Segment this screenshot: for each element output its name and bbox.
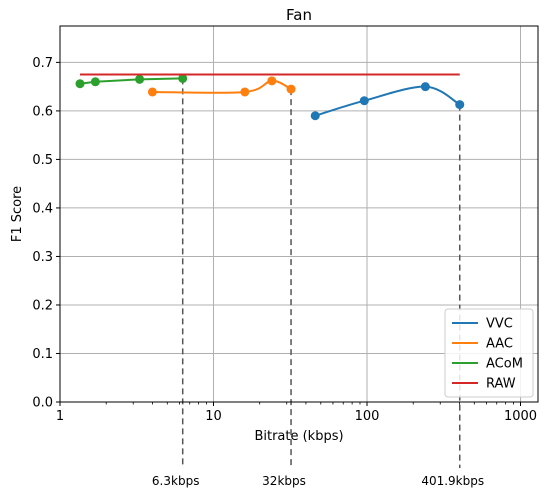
x-tick-label: 1 [56, 409, 64, 424]
x-tick-label: 1000 [504, 409, 537, 424]
y-tick-label: 0.2 [32, 298, 53, 313]
annotation-label: 32kbps [262, 474, 306, 488]
data-point-acom [75, 79, 85, 89]
data-point-aac [147, 87, 157, 97]
data-point-vvc [310, 111, 320, 121]
legend-label-vvc: VVC [486, 317, 513, 332]
y-axis-label: F1 Score [10, 186, 25, 242]
data-point-aac [240, 87, 250, 97]
y-tick-label: 0.0 [32, 396, 53, 411]
plot-frame [59, 25, 539, 403]
legend-label-acom: ACoM [486, 357, 523, 372]
series-line-aac [152, 79, 292, 94]
y-tick-label: 0.6 [32, 104, 53, 119]
series-line-vvc [314, 85, 461, 117]
x-tick-label: 10 [205, 409, 222, 424]
y-tick-label: 0.7 [32, 56, 53, 71]
y-ticks: 0.0 0.1 0.2 0.3 0.4 0.5 0.6 0.7 [32, 56, 60, 411]
chart-title: Fan [286, 6, 312, 24]
series-line-acom [79, 77, 183, 85]
legend-label-aac: AAC [486, 337, 513, 352]
y-tick-label: 0.3 [32, 250, 53, 265]
data-point-vvc [359, 96, 369, 106]
x-tick-label: 100 [355, 409, 380, 424]
annotation-labels: 6.3kbps 32kbps 401.9kbps [152, 474, 484, 488]
annotation-label: 6.3kbps [152, 474, 200, 488]
series-layer [75, 73, 465, 121]
data-point-acom [90, 77, 100, 87]
y-tick-label: 0.1 [32, 347, 53, 362]
data-point-vvc [455, 100, 465, 110]
x-ticks: 1 10 100 1000 [56, 402, 537, 424]
annotation-lines [181, 78, 461, 468]
legend-label-raw: RAW [486, 377, 516, 392]
x-axis-label: Bitrate (kbps) [254, 429, 343, 444]
y-tick-label: 0.4 [32, 201, 53, 216]
legend-box [444, 308, 534, 398]
data-point-aac [267, 76, 277, 86]
y-tick-label: 0.5 [32, 153, 53, 168]
legend: VVC AAC ACoM RAW [444, 308, 534, 398]
data-point-aac [286, 84, 296, 94]
data-point-acom [135, 74, 145, 84]
data-point-vvc [420, 82, 430, 92]
grid [59, 26, 538, 403]
annotation-label: 401.9kbps [421, 474, 484, 488]
data-point-acom [178, 73, 188, 83]
